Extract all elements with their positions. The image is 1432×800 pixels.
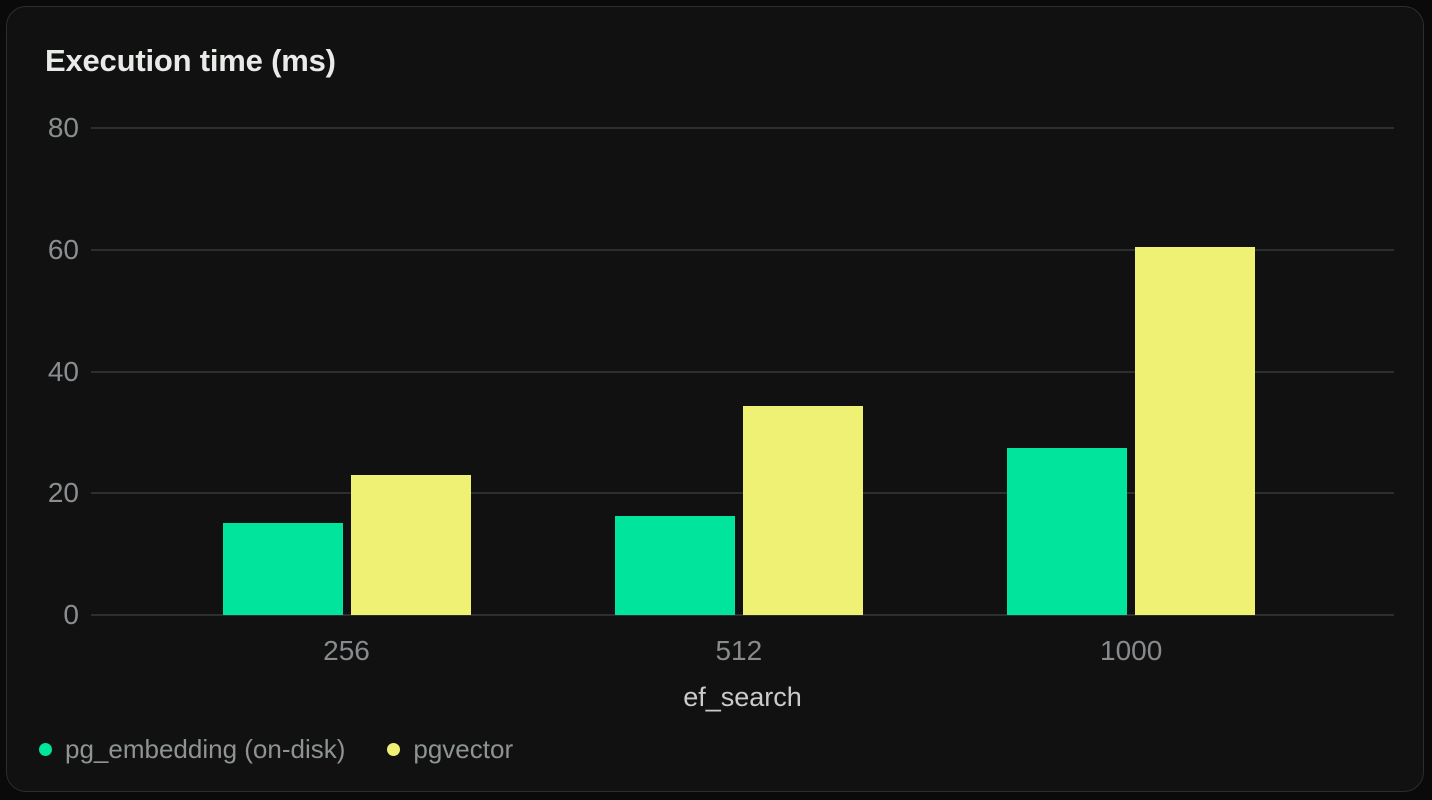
bar-pg_embedding-256	[222, 523, 343, 615]
chart-card: Execution time (ms) 0 20 40 60 80 256 512 1000…	[6, 6, 1424, 792]
legend: pg_embedding (on-disk) pgvector	[39, 729, 513, 769]
legend-label: pg_embedding (on-disk)	[65, 733, 346, 764]
gridline-20	[91, 492, 1394, 495]
x-tick-label-1000: 1000	[1100, 635, 1163, 666]
legend-swatch-icon	[39, 742, 52, 756]
bar-pgvector-512	[742, 405, 863, 615]
y-tick-label-80: 80	[47, 112, 79, 143]
y-tick-label-40: 40	[47, 355, 79, 387]
gridline-60	[91, 248, 1394, 251]
y-tick-label-0: 0	[63, 599, 79, 630]
gridline-40	[91, 370, 1394, 373]
bar-pgvector-1000	[1135, 247, 1256, 615]
x-tick-label-256: 256	[323, 635, 370, 666]
gridline-0	[91, 614, 1394, 616]
chart-title: Execution time (ms)	[45, 43, 336, 78]
bar-pgvector-256	[350, 475, 471, 615]
plot-area	[91, 127, 1394, 616]
legend-item-pg_embedding[interactable]: pg_embedding (on-disk)	[39, 734, 345, 765]
bar-pg_embedding-1000	[1007, 447, 1128, 615]
gridline-80	[91, 127, 1394, 129]
legend-swatch-icon	[387, 742, 401, 756]
bar-pg_embedding-512	[614, 515, 735, 615]
y-tick-label-20: 20	[47, 477, 79, 509]
x-tick-label-512: 512	[715, 635, 763, 666]
y-tick-label-60: 60	[47, 233, 79, 265]
legend-item-pgvector[interactable]: pgvector	[387, 734, 513, 765]
x-axis-title: ef_search	[683, 682, 802, 712]
legend-label: pgvector	[413, 733, 514, 764]
